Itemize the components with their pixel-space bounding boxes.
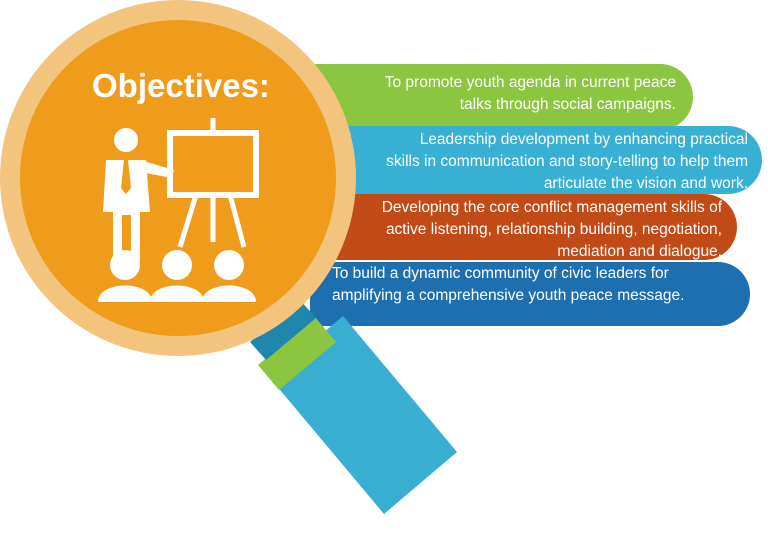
handle-neck — [250, 300, 316, 360]
objective-4-line-1: To build a dynamic community of civic le… — [332, 265, 669, 282]
objective-banner-2 — [310, 126, 762, 194]
audience-icon — [98, 250, 256, 302]
objective-banner-1 — [310, 64, 693, 130]
objective-1-line-2: talks through social campaigns. — [459, 96, 676, 113]
objective-2-line-1: Leadership development by enhancing prac… — [419, 131, 748, 148]
objective-3-line-2: active listening, relationship building,… — [385, 221, 722, 238]
objective-banner-3 — [310, 194, 737, 260]
objective-4-line-2: amplifying a comprehensive youth peace m… — [332, 287, 685, 304]
audience-head-2 — [162, 250, 192, 280]
audience-body-1 — [98, 285, 152, 302]
audience-head-3 — [214, 250, 244, 280]
objective-text-3: Developing the core conflict management … — [382, 197, 722, 263]
objective-3-line-3: mediation and dialogue. — [557, 243, 722, 260]
objective-banner-4 — [310, 262, 750, 326]
handle-grip — [270, 316, 457, 514]
objective-3-line-1: Developing the core conflict management … — [381, 199, 722, 216]
objective-2-line-2: skills in communication and story-tellin… — [386, 153, 748, 170]
objective-1-line-1: To promote youth agenda in current peace — [384, 74, 676, 91]
objective-text-1: To promote youth agenda in current peace… — [385, 72, 676, 116]
easel-board-icon — [167, 118, 259, 248]
audience-body-2 — [150, 285, 204, 302]
presenter-icon — [103, 128, 174, 262]
objective-2-line-3: articulate the vision and work. — [543, 175, 748, 192]
objective-text-2: Leadership development by enhancing prac… — [386, 129, 748, 195]
handle-collar — [258, 317, 336, 390]
magnifier-handle — [250, 300, 457, 514]
magnifier-lens — [20, 20, 336, 336]
objectives-title: Objectives: — [92, 67, 270, 104]
audience-head-1 — [110, 250, 140, 280]
objective-text-4: To build a dynamic community of civic le… — [332, 263, 684, 307]
audience-body-3 — [202, 285, 256, 302]
